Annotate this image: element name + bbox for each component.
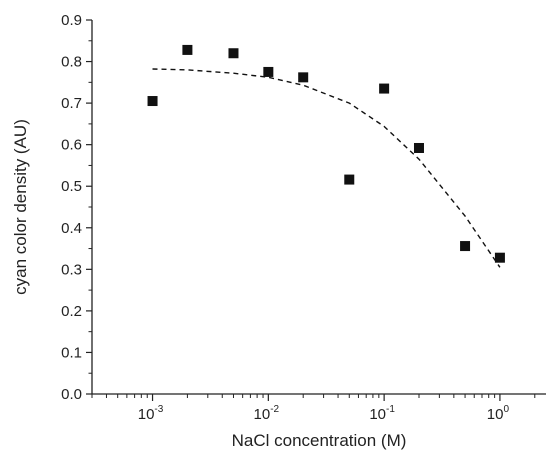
data-point	[413, 142, 424, 153]
x-axis-ticks: 10-3 10-2 10-1 100	[91, 394, 536, 423]
x-tick-exponent: -2	[270, 404, 279, 415]
data-point	[298, 72, 309, 83]
x-tick-label: 10-3	[138, 404, 164, 423]
x-tick-label: 10-2	[254, 404, 280, 423]
data-point	[228, 48, 239, 59]
y-axis-title: cyan color density (AU)	[11, 119, 30, 295]
y-tick-label: 0.1	[61, 344, 82, 361]
data-point	[494, 252, 505, 263]
data-point	[460, 241, 471, 252]
x-tick-base: 10	[254, 406, 271, 423]
y-tick-label: 0.0	[61, 386, 82, 403]
y-tick-label: 0.4	[61, 220, 82, 237]
y-tick-label: 0.6	[61, 137, 82, 154]
fit-curve	[152, 68, 501, 268]
y-tick-label: 0.3	[61, 261, 82, 278]
data-point	[182, 44, 193, 55]
x-axis-title: NaCl concentration (M)	[232, 431, 407, 450]
x-tick-exponent: 0	[503, 404, 509, 415]
y-tick-label: 0.5	[61, 178, 82, 195]
x-tick-base: 10	[138, 406, 155, 423]
x-tick-label: 100	[487, 404, 510, 423]
y-tick-label: 0.8	[61, 54, 82, 71]
y-tick-label: 0.2	[61, 303, 82, 320]
y-axis-ticks: 0.0 0.1 0.2 0.3 0.4 0.5 0.6 0.7 0.8 0.9	[61, 12, 92, 403]
data-point	[147, 96, 158, 107]
data-point	[379, 83, 390, 94]
plot-area	[147, 44, 505, 268]
data-point	[263, 66, 274, 77]
data-point	[344, 174, 355, 185]
y-tick-label: 0.9	[61, 12, 82, 29]
x-tick-label: 10-1	[369, 404, 395, 423]
x-tick-base: 10	[487, 406, 504, 423]
x-tick-base: 10	[369, 406, 386, 423]
x-tick-exponent: -3	[154, 404, 163, 415]
y-tick-label: 0.7	[61, 95, 82, 112]
x-tick-exponent: -1	[386, 404, 395, 415]
